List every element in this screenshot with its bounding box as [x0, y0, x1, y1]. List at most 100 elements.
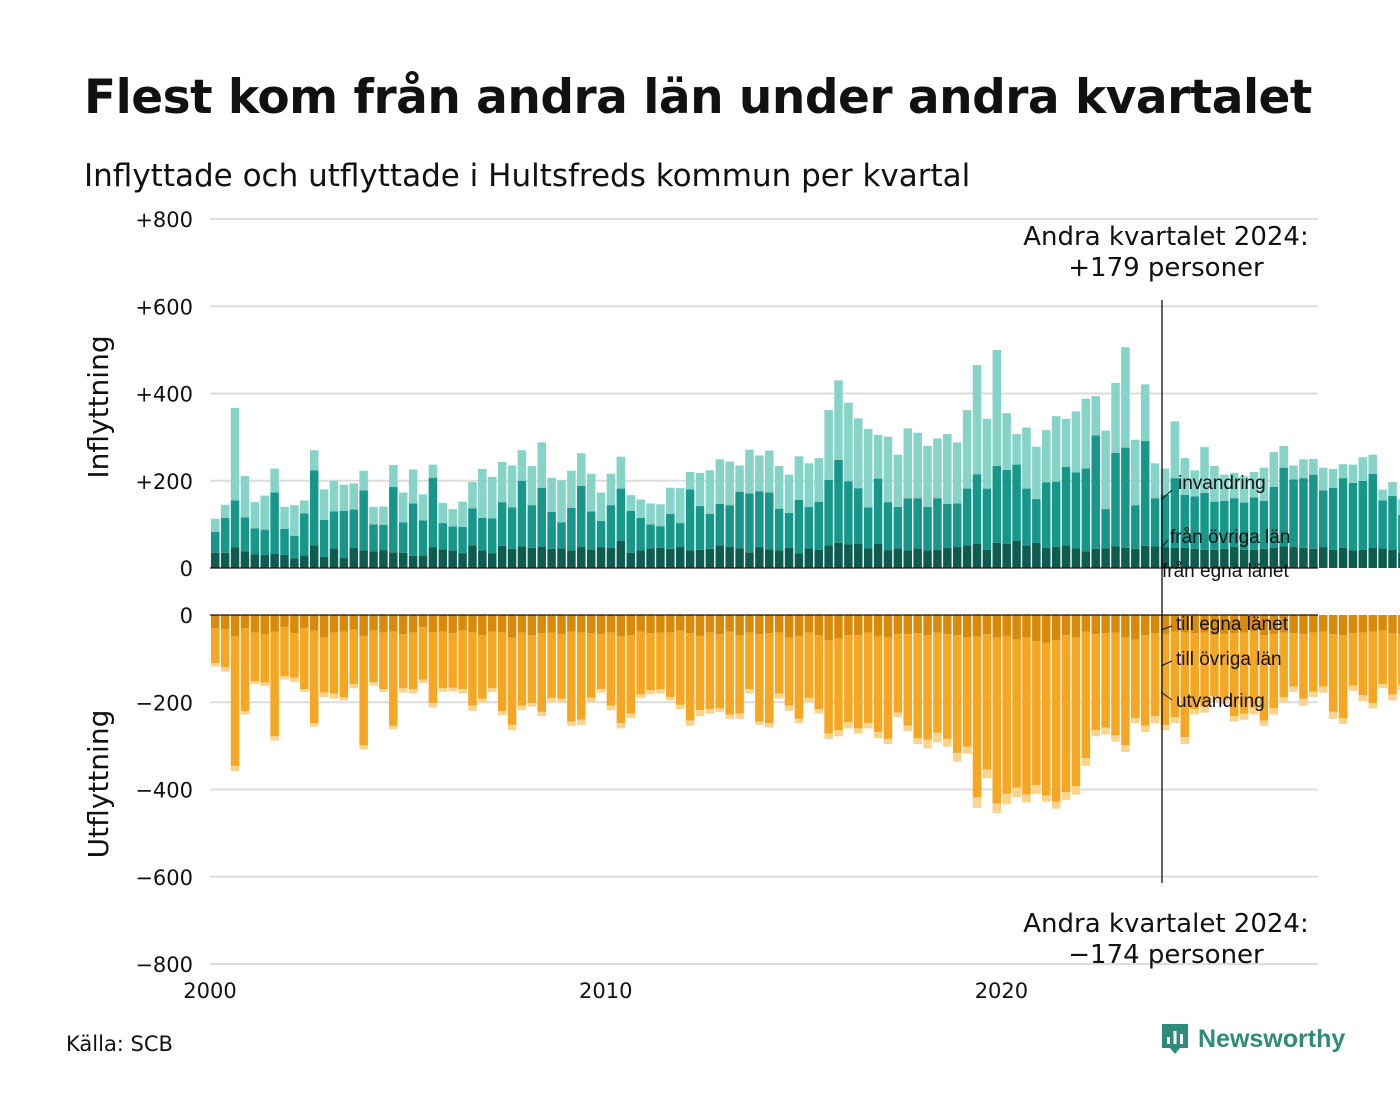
bar-out-2	[517, 705, 527, 711]
bar-in-2	[1051, 416, 1061, 482]
bar-out-2	[636, 694, 645, 698]
bar-out-2	[873, 731, 883, 739]
bar-in-0	[755, 547, 764, 568]
bar-out-0	[1279, 615, 1288, 633]
bar-in-0	[1012, 540, 1021, 568]
bar-out-2	[933, 732, 942, 743]
bar-in-1	[1239, 502, 1249, 550]
bar-out-0	[1259, 615, 1269, 636]
bar-out-0	[527, 615, 537, 636]
bar-in-2	[398, 492, 408, 523]
bar-out-2	[478, 698, 487, 704]
bar-in-1	[636, 517, 645, 551]
newsworthy-logo[interactable]: Newsworthy	[1160, 1022, 1345, 1056]
bar-out-2	[438, 688, 448, 692]
bar-in-2	[290, 505, 299, 536]
bar-in-2	[349, 483, 359, 510]
bar-in-0	[408, 555, 418, 568]
bar-out-0	[675, 615, 685, 631]
y-tick-label-bottom: −800	[135, 953, 193, 977]
bar-out-0	[636, 615, 645, 632]
bar-out-0	[329, 615, 339, 633]
bar-in-0	[804, 548, 814, 568]
bar-out-1	[1012, 639, 1021, 788]
bar-in-2	[1229, 472, 1239, 499]
bar-in-2	[705, 470, 715, 514]
bar-in-2	[1378, 489, 1387, 501]
bar-in-1	[804, 506, 814, 549]
bar-out-0	[290, 615, 299, 634]
bar-out-2	[1012, 787, 1021, 798]
bar-out-1	[755, 634, 764, 722]
bar-out-2	[903, 725, 913, 732]
bar-in-1	[705, 513, 715, 549]
bar-in-0	[1071, 548, 1081, 568]
bar-out-2	[1328, 711, 1338, 719]
bar-out-0	[389, 615, 398, 632]
bar-out-2	[1200, 706, 1209, 713]
bar-in-0	[1140, 545, 1150, 568]
bar-out-2	[1229, 716, 1239, 722]
bar-in-0	[300, 555, 309, 568]
bar-in-1	[755, 491, 764, 548]
bar-in-1	[784, 513, 794, 548]
bar-out-0	[844, 615, 853, 636]
bar-in-2	[1032, 446, 1041, 500]
bar-in-2	[962, 410, 972, 489]
bar-in-0	[1190, 548, 1199, 568]
bar-out-2	[992, 803, 1002, 814]
bar-out-0	[488, 615, 497, 632]
bar-in-1	[1368, 473, 1377, 548]
x-tick-label: 2010	[579, 979, 632, 1003]
bar-in-0	[1032, 542, 1041, 568]
bar-in-2	[468, 482, 477, 509]
bar-in-1	[329, 511, 339, 549]
bar-out-1	[943, 634, 952, 739]
bar-in-1	[359, 490, 368, 551]
bar-out-0	[685, 615, 695, 634]
bar-out-2	[1131, 717, 1140, 724]
bar-out-1	[497, 632, 507, 711]
bar-out-0	[972, 615, 982, 637]
bar-in-1	[745, 493, 754, 553]
bar-out-1	[527, 635, 537, 704]
bar-out-0	[596, 615, 606, 635]
bar-in-2	[982, 418, 992, 489]
bar-out-2	[1378, 683, 1387, 689]
bar-out-2	[339, 697, 349, 701]
bar-out-1	[448, 633, 457, 688]
bar-in-0	[339, 557, 349, 568]
bar-out-2	[1279, 697, 1288, 703]
bar-in-1	[1051, 481, 1061, 548]
bar-out-1	[1101, 633, 1110, 728]
chart-title: Flest kom från andra län under andra kva…	[84, 70, 1312, 125]
bar-in-0	[527, 547, 537, 568]
bar-out-0	[517, 615, 527, 633]
bar-out-1	[636, 631, 645, 695]
bar-in-2	[725, 461, 734, 506]
bar-in-1	[517, 480, 527, 547]
bar-in-1	[873, 478, 883, 545]
bar-in-2	[1111, 383, 1120, 453]
bar-in-1	[666, 513, 675, 549]
bar-in-0	[448, 550, 457, 568]
bar-in-1	[992, 465, 1002, 543]
bar-in-0	[359, 550, 368, 568]
bar-out-1	[834, 638, 843, 731]
bar-in-0	[952, 547, 962, 568]
bar-out-2	[300, 689, 309, 692]
bar-in-2	[389, 465, 398, 487]
y-tick-label-bottom: −200	[135, 691, 193, 715]
bar-out-2	[309, 723, 319, 727]
bar-out-1	[933, 632, 942, 733]
bar-in-2	[903, 428, 913, 499]
bar-in-2	[280, 506, 289, 529]
bar-out-0	[1368, 615, 1377, 632]
bar-in-0	[1239, 549, 1249, 568]
newsworthy-bar-chart-icon	[1162, 1024, 1188, 1054]
bar-out-1	[339, 631, 349, 698]
bar-out-2	[626, 713, 636, 718]
bar-out-0	[1388, 615, 1397, 634]
bar-in-1	[854, 488, 863, 545]
bar-out-0	[448, 615, 457, 634]
